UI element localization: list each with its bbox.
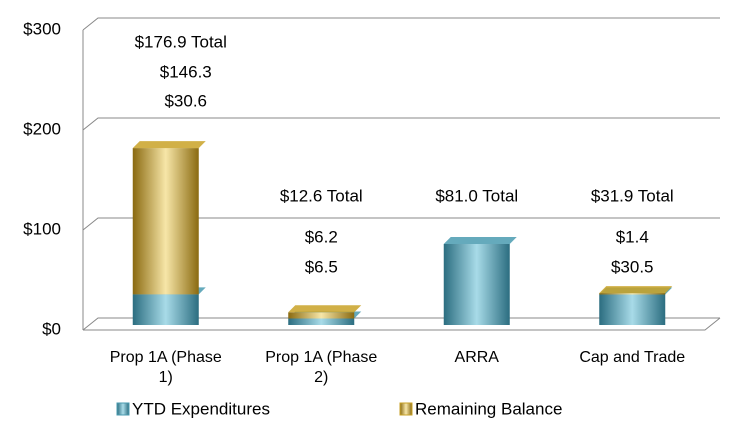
grid-line [82, 217, 720, 231]
total-label: $31.9 Total [591, 186, 674, 205]
value-label: $30.5 [611, 257, 654, 276]
bar-top [443, 237, 517, 244]
legend-label: Remaining Balance [415, 399, 562, 418]
grid-line [82, 117, 720, 131]
bar-segment [599, 294, 666, 325]
grid-line [82, 17, 720, 31]
legend-swatch [399, 402, 413, 416]
total-label: $176.9 Total [135, 32, 227, 51]
bar-top [599, 286, 673, 294]
x-tick-label: Prop 1A (Phase 2) [265, 349, 378, 386]
bar-top [288, 305, 362, 313]
x-tick-label: Prop 1A (Phase 1) [109, 349, 222, 386]
total-label: $81.0 Total [435, 186, 518, 205]
grid-line [82, 317, 720, 331]
bar-segment [132, 294, 199, 325]
total-label: $12.6 Total [280, 186, 363, 205]
x-tick-label: ARRA [454, 349, 499, 366]
value-label: $30.6 [164, 91, 207, 110]
value-label: $6.2 [305, 227, 338, 246]
value-label: $146.3 [160, 62, 212, 81]
bar-segment [288, 312, 355, 319]
bar-top [132, 141, 206, 149]
value-label: $1.4 [616, 227, 649, 246]
legend-label: YTD Expenditures [132, 399, 270, 418]
floor [83, 317, 721, 331]
y-tick-label: $300 [23, 19, 61, 38]
legend-swatch [116, 402, 130, 416]
bar-segment [288, 318, 355, 325]
bar-segment [599, 293, 666, 295]
value-label: $6.5 [305, 257, 338, 276]
bar-segment [443, 244, 510, 325]
bar-segment [132, 148, 199, 295]
x-tick-label: Cap and Trade [579, 349, 686, 366]
y-tick-label: $200 [23, 119, 61, 138]
y-tick-label: $0 [42, 319, 61, 338]
y-tick-label: $100 [23, 219, 61, 238]
